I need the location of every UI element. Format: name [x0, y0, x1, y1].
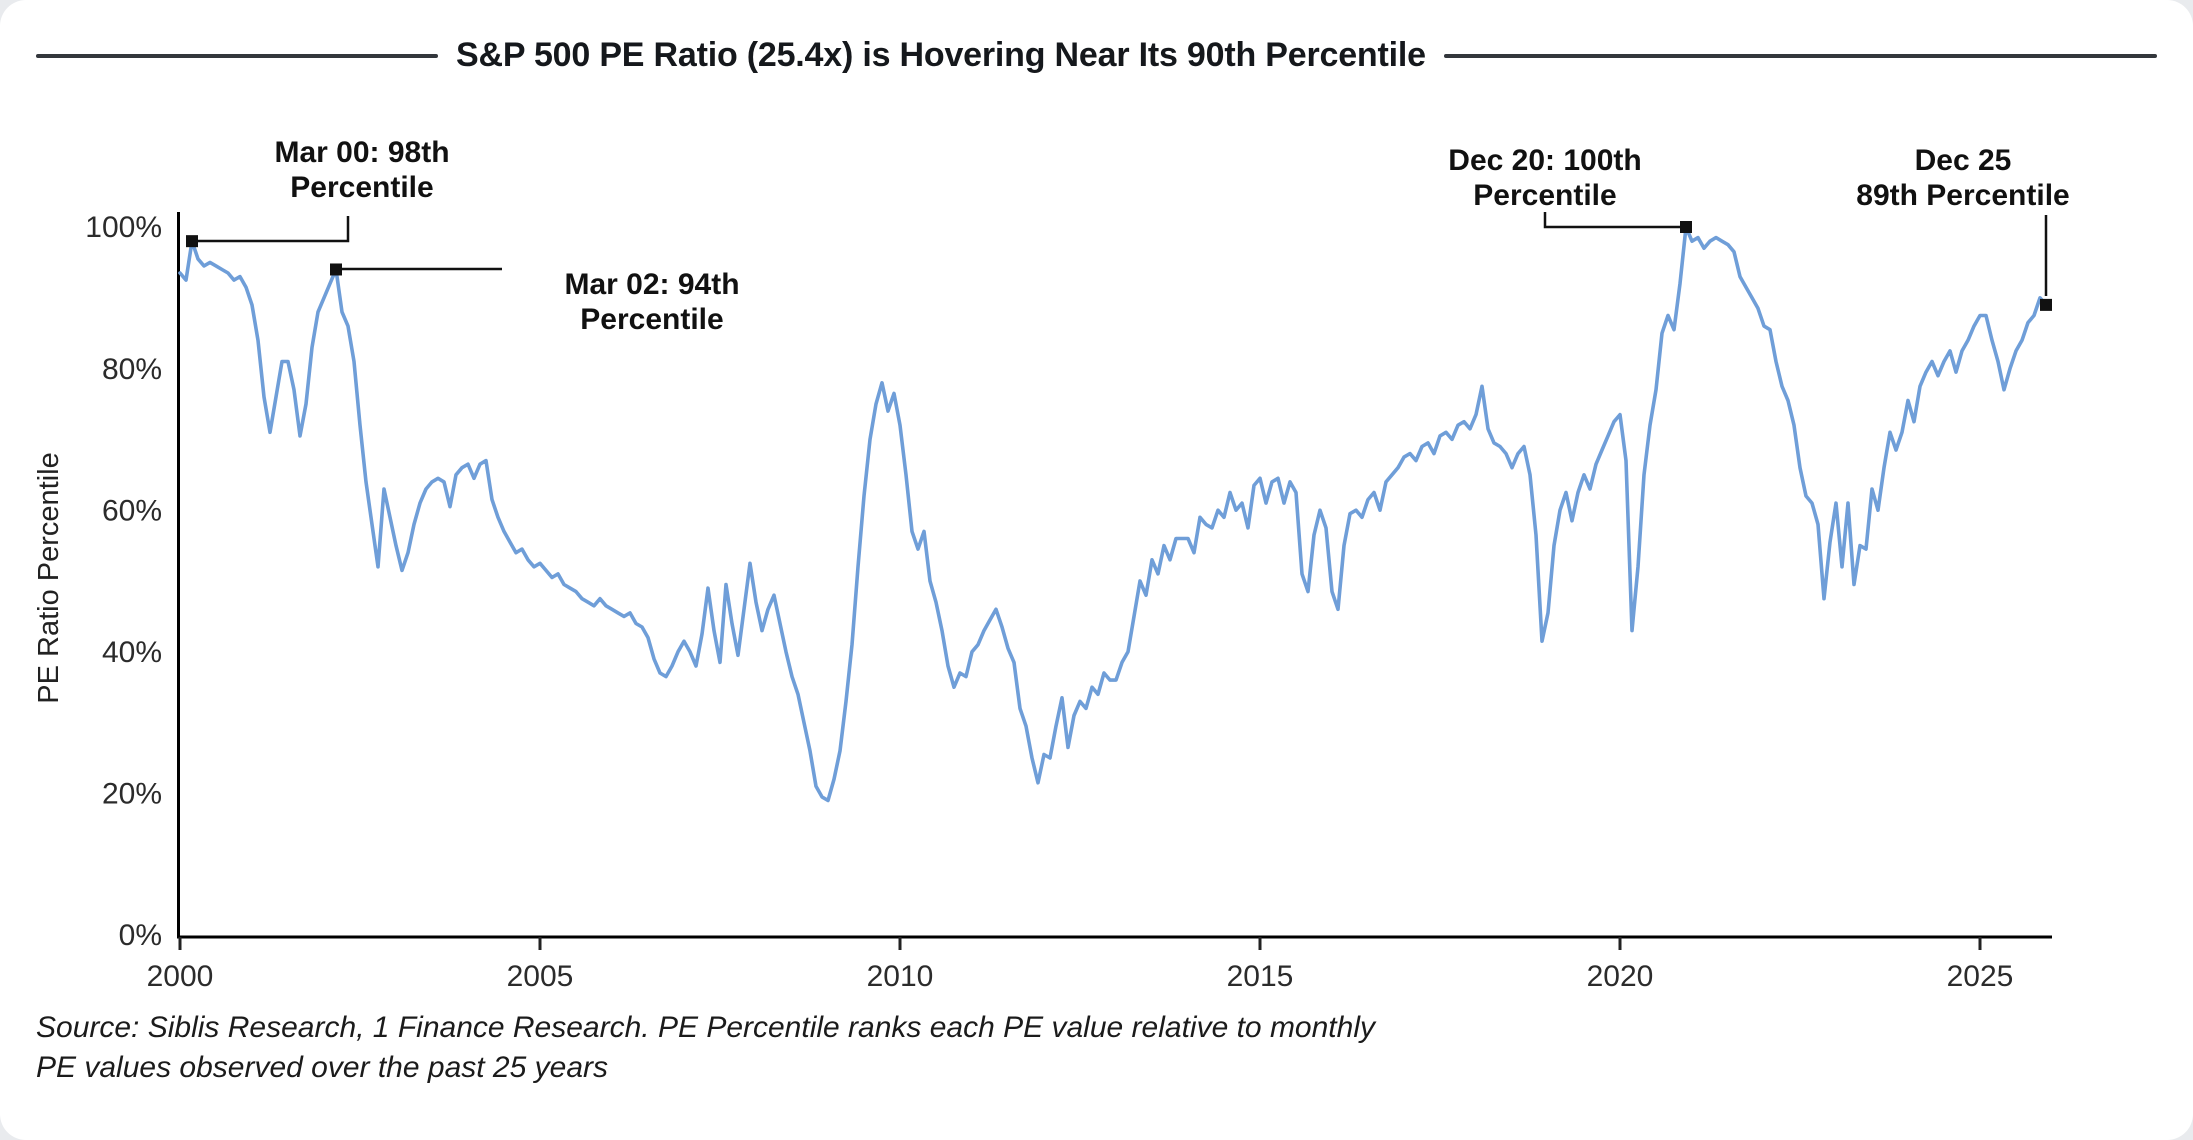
y-tick-label-100%: 100%	[85, 211, 162, 244]
annotation-connector-mar00	[192, 216, 350, 243]
annotation-connector-dec20	[1543, 212, 1686, 229]
annotation-marker-dec25	[2040, 298, 2052, 311]
x-tick-label-2025: 2025	[1947, 960, 2014, 993]
annotation-marker-mar02	[330, 263, 342, 276]
x-tick-label-2020: 2020	[1587, 960, 1654, 993]
annotation-dec25-line2: 89th Percentile	[1856, 179, 2069, 212]
title-rule-left	[36, 53, 438, 58]
chart-title: S&P 500 PE Ratio (25.4x) is Hovering Nea…	[456, 36, 1426, 74]
x-tick-label-2010: 2010	[867, 960, 934, 993]
annotation-mar02-line1: Mar 02: 94th	[564, 268, 739, 301]
y-axis-title: PE Ratio Percentile	[33, 452, 65, 703]
y-tick-label-80%: 80%	[102, 353, 162, 386]
title-rule-right	[1443, 53, 2157, 58]
axes-layer: 0% 20% 40% 60% 80% 100% 2000 2005 2010 2015 2020 20…	[85, 211, 2052, 993]
annotation-mar00-line2: Percentile	[290, 171, 433, 204]
annotation-marker-mar00	[186, 235, 198, 248]
x-tick-label-2005: 2005	[507, 960, 574, 993]
annotation-mar02-line2: Percentile	[580, 303, 723, 336]
y-tick-label-60%: 60%	[102, 494, 162, 527]
source-note-line2: PE values observed over the past 25 year…	[36, 1051, 608, 1084]
annotation-marker-dec20	[1680, 221, 1692, 233]
source-note-line1: Source: Siblis Research, 1 Finance Resea…	[36, 1011, 1375, 1044]
annotation-dec20-line2: Percentile	[1473, 179, 1616, 212]
y-tick-label-20%: 20%	[102, 778, 162, 811]
x-tick-label-2015: 2015	[1227, 960, 1294, 993]
y-tick-label-0%: 0%	[119, 919, 162, 952]
annotation-mar00-line1: Mar 00: 98th	[274, 136, 449, 169]
series-layer	[178, 225, 2048, 803]
title-row: S&P 500 PE Ratio (25.4x) is Hovering Nea…	[0, 36, 2193, 75]
y-tick-label-40%: 40%	[102, 636, 162, 669]
pe-percentile-series-line	[178, 225, 2048, 803]
annotation-connectors-layer	[186, 212, 2052, 311]
source-note: Source: Siblis Research, 1 Finance Resea…	[36, 1008, 1375, 1088]
annotation-dec20-line1: Dec 20: 100th	[1448, 144, 1641, 177]
annotation-dec25-line1: Dec 25	[1915, 144, 2012, 177]
x-tick-label-2000: 2000	[147, 960, 214, 993]
